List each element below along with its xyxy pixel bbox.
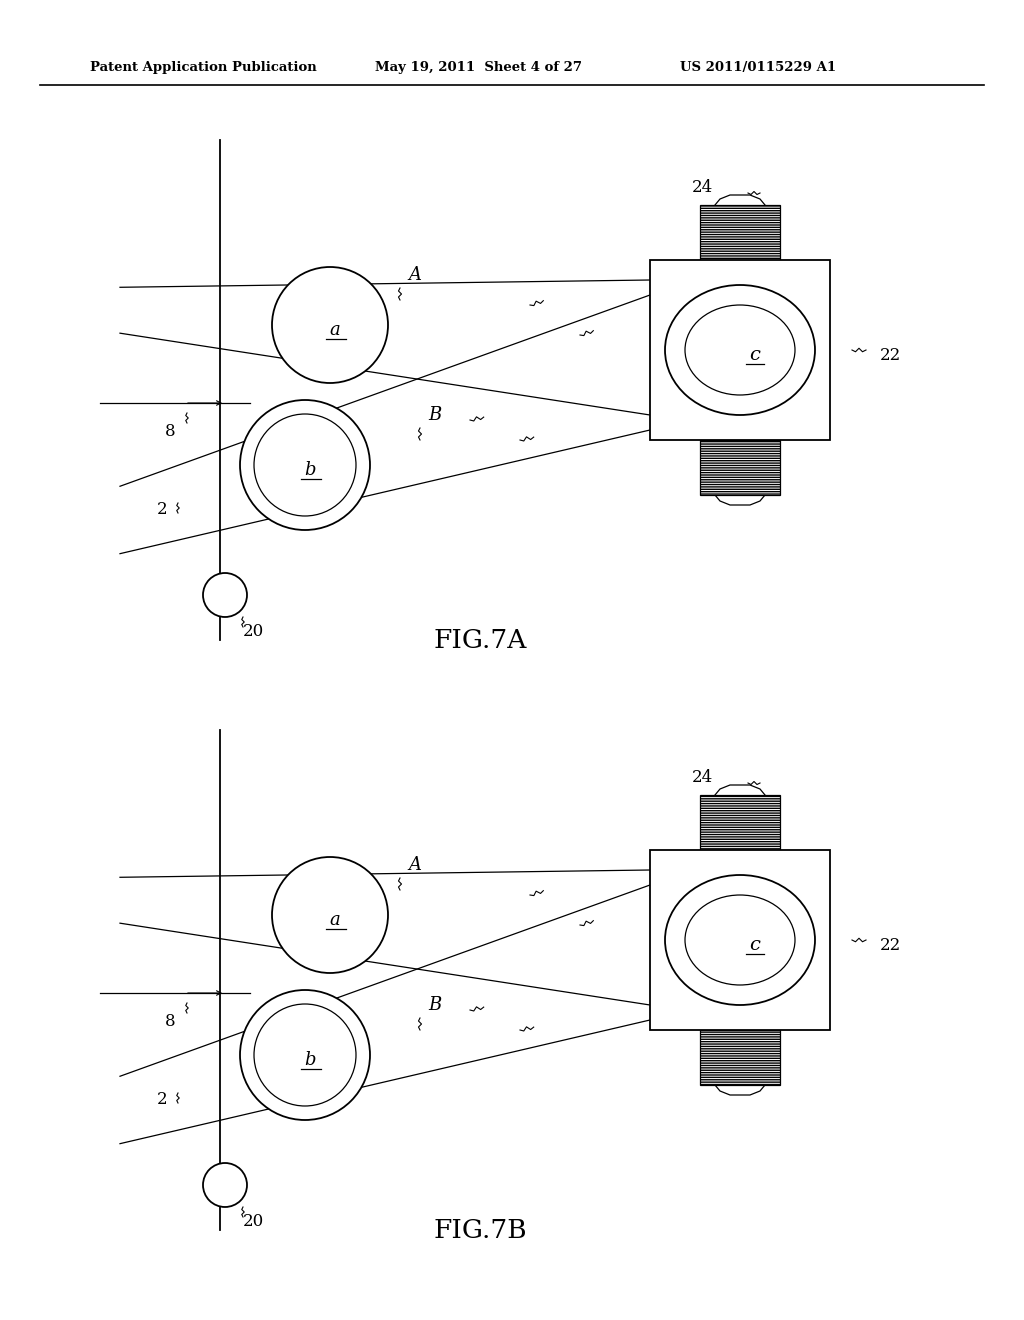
- Bar: [700, 795, 780, 850]
- Circle shape: [240, 990, 370, 1119]
- Ellipse shape: [685, 305, 795, 395]
- Text: c: c: [750, 936, 761, 954]
- Text: b: b: [304, 461, 315, 479]
- Text: US 2011/0115229 A1: US 2011/0115229 A1: [680, 62, 837, 74]
- Text: c: c: [750, 346, 761, 364]
- Text: FIG.7B: FIG.7B: [433, 1217, 526, 1242]
- Bar: [700, 205, 780, 260]
- Text: A: A: [409, 855, 422, 874]
- Text: 8: 8: [165, 1012, 175, 1030]
- Bar: [650, 850, 830, 1030]
- Bar: [650, 260, 830, 440]
- Text: 20: 20: [243, 623, 264, 640]
- Bar: [700, 440, 780, 495]
- Text: B: B: [428, 407, 441, 424]
- Text: 22: 22: [880, 936, 901, 953]
- Ellipse shape: [685, 895, 795, 985]
- Circle shape: [254, 414, 356, 516]
- Text: 24: 24: [692, 768, 714, 785]
- Text: FIG.7A: FIG.7A: [433, 627, 526, 652]
- Text: 2: 2: [157, 502, 167, 519]
- Text: a: a: [330, 321, 340, 339]
- Bar: [700, 1030, 780, 1085]
- Text: A: A: [409, 267, 422, 284]
- Circle shape: [203, 1163, 247, 1206]
- Circle shape: [254, 1005, 356, 1106]
- Text: 8: 8: [165, 422, 175, 440]
- Text: 24: 24: [692, 178, 714, 195]
- Text: 20: 20: [243, 1213, 264, 1230]
- Ellipse shape: [665, 285, 815, 414]
- Text: 22: 22: [880, 346, 901, 363]
- Text: Patent Application Publication: Patent Application Publication: [90, 62, 316, 74]
- Circle shape: [272, 267, 388, 383]
- Text: a: a: [330, 911, 340, 929]
- Text: b: b: [304, 1051, 315, 1069]
- Circle shape: [272, 857, 388, 973]
- Text: May 19, 2011  Sheet 4 of 27: May 19, 2011 Sheet 4 of 27: [375, 62, 582, 74]
- Ellipse shape: [665, 875, 815, 1005]
- Circle shape: [240, 400, 370, 531]
- Text: B: B: [428, 997, 441, 1014]
- Text: 2: 2: [157, 1092, 167, 1109]
- Circle shape: [203, 573, 247, 616]
